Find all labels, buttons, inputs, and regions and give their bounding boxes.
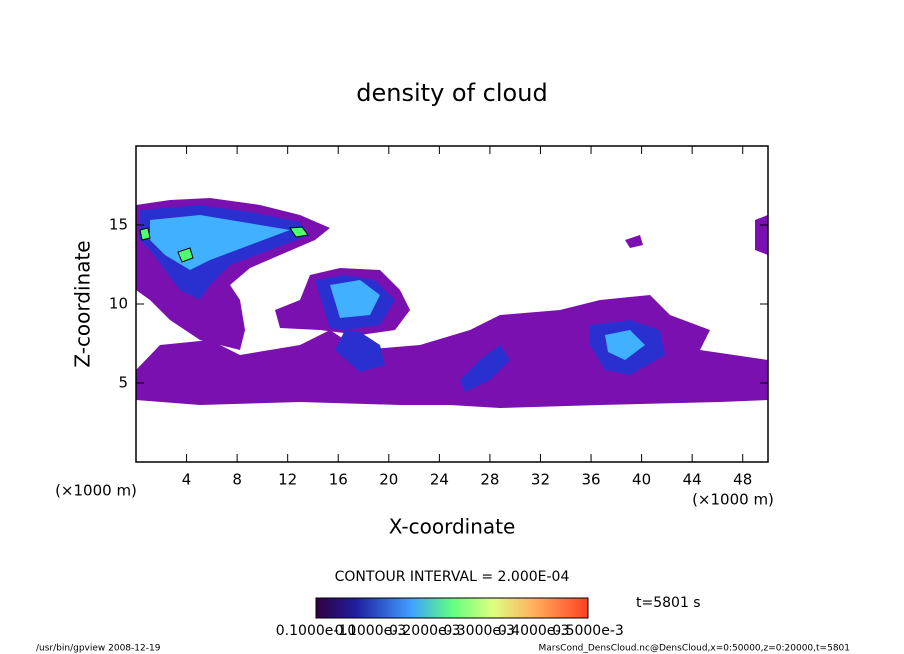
colorbar-label: 0.2000e-3 (389, 623, 461, 639)
colorbar-label: 0.1000e-3 (335, 623, 407, 639)
time-label: t=5801 s (636, 595, 701, 611)
x-tick-label: 32 (531, 471, 550, 489)
footer-right: MarsCond_DensCloud.nc@DensCloud,x=0:5000… (539, 644, 851, 654)
x-unit: (×1000 m) (692, 491, 774, 509)
y-tick-label: 15 (109, 216, 128, 234)
x-tick-label: 44 (683, 471, 702, 489)
colorbar-label: 0.4000e-3 (498, 623, 570, 639)
y-axis-label: Z-coordinate (71, 240, 95, 367)
contour-fill (136, 198, 768, 408)
colorbar-label: 0.5000e-3 (552, 623, 624, 639)
x-tick-label: 48 (733, 471, 752, 489)
x-tick-label: 20 (379, 471, 398, 489)
y-unit: (×1000 m) (55, 482, 137, 500)
x-tick-label: 4 (182, 471, 192, 489)
contour-interval: CONTOUR INTERVAL = 2.000E-04 (335, 569, 570, 585)
y-tick-label: 5 (118, 374, 128, 392)
x-tick-label: 40 (632, 471, 651, 489)
x-tick-label: 36 (581, 471, 600, 489)
x-tick-label: 24 (430, 471, 449, 489)
x-tick-label: 8 (232, 471, 242, 489)
x-tick-label: 12 (278, 471, 297, 489)
chart-title: density of cloud (356, 79, 547, 107)
x-tick-label: 28 (480, 471, 499, 489)
x-tick-label: 16 (329, 471, 348, 489)
footer-left: /usr/bin/gpview 2008-12-19 (36, 644, 161, 654)
y-tick-label: 10 (109, 295, 128, 313)
x-axis-label: X-coordinate (389, 515, 516, 539)
colorbar (315, 597, 589, 619)
colorbar-label: 0.1000e-10 (276, 623, 356, 639)
colorbar-label: 0.3000e-3 (443, 623, 515, 639)
